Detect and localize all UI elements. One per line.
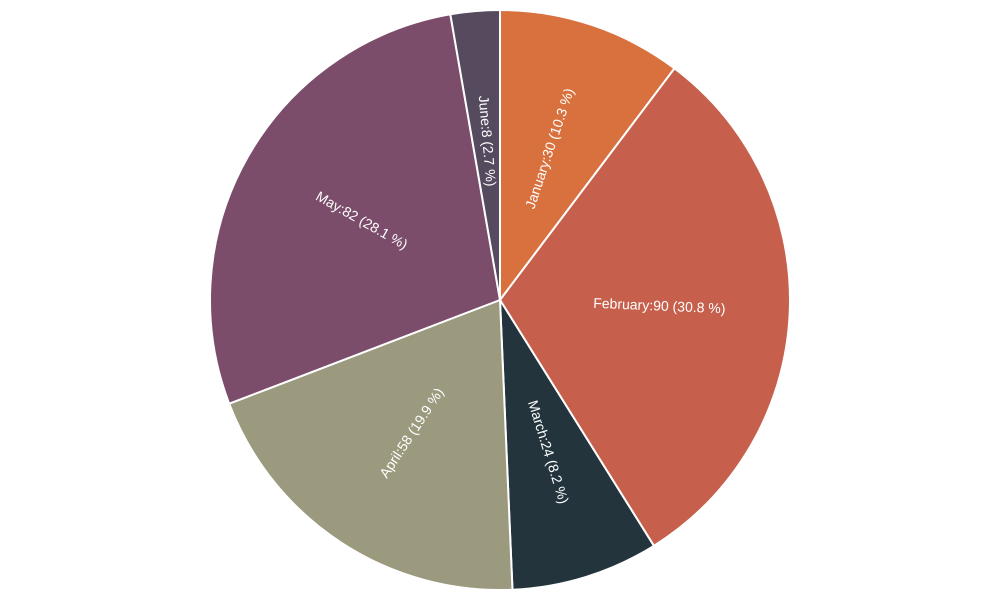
slices-layer [209, 8, 791, 591]
pie-slice-march[interactable] [498, 296, 656, 591]
pie-slice-june[interactable] [449, 8, 501, 301]
pie-slice-label-february: February:90 (30.8 %) [593, 295, 726, 317]
pie-slice-january[interactable] [499, 8, 676, 303]
pie-slice-february[interactable] [498, 66, 791, 548]
pie-slice-label-june: June:8 (2.7 %) [476, 95, 500, 187]
pie-slice-may[interactable] [209, 13, 502, 406]
pie-slice-april[interactable] [227, 298, 514, 591]
